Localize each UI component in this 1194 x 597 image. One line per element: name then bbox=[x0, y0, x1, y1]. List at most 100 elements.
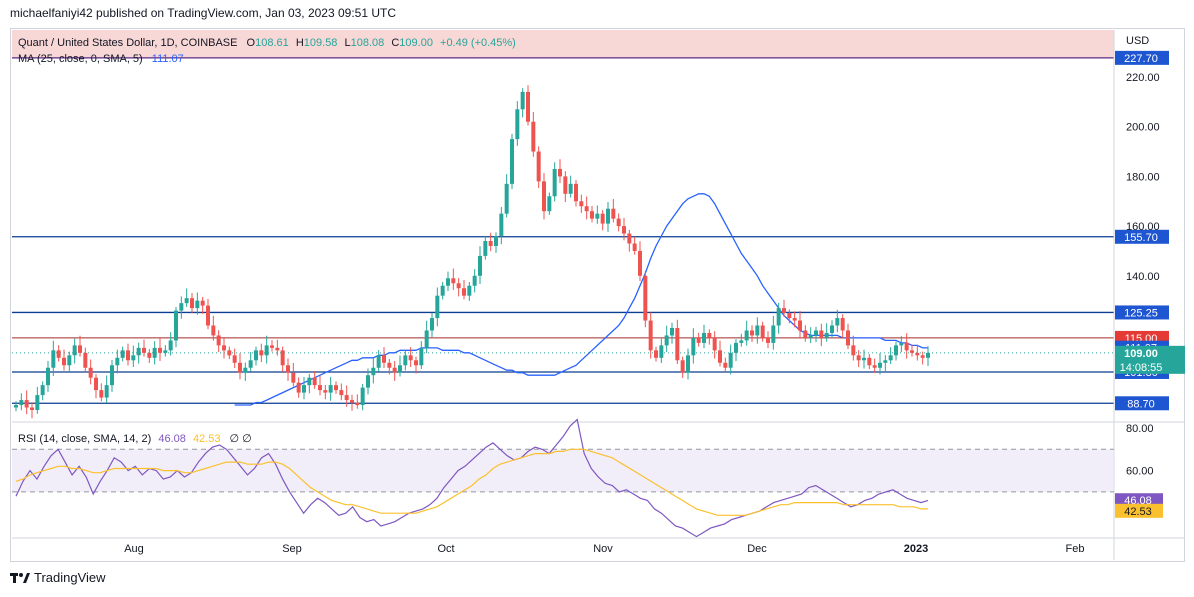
rsi-badge bbox=[1115, 493, 1163, 508]
candle-body bbox=[531, 121, 536, 152]
candle-body bbox=[638, 250, 642, 276]
svg-text:Quant / United States Dollar,: Quant / United States Dollar, 1D, COINBA… bbox=[18, 37, 516, 49]
candle-body bbox=[504, 183, 509, 214]
candle-body bbox=[88, 367, 93, 378]
candle-body bbox=[14, 405, 18, 408]
legend-symbol: Quant / United States Dollar, 1D, COINBA… bbox=[18, 37, 237, 49]
candle-body bbox=[366, 375, 370, 388]
candle-body bbox=[78, 345, 82, 353]
candle-body bbox=[280, 350, 285, 366]
candle-body bbox=[360, 387, 365, 406]
candle-body bbox=[558, 168, 562, 177]
candle-body bbox=[824, 332, 829, 338]
candle-body bbox=[707, 332, 712, 338]
tradingview-logo-icon bbox=[10, 572, 30, 583]
candle-body bbox=[126, 350, 130, 361]
candles bbox=[14, 85, 930, 419]
candle-body bbox=[163, 350, 168, 353]
candle-body bbox=[510, 139, 514, 184]
candle-body bbox=[819, 330, 824, 338]
candle-body bbox=[883, 360, 888, 363]
candle-body bbox=[851, 345, 856, 356]
candle-body bbox=[574, 183, 578, 202]
time-axis: Aug Sep Oct Nov Dec 2023 Feb bbox=[12, 537, 1185, 555]
candle-body bbox=[275, 347, 280, 351]
candle-body bbox=[760, 325, 765, 338]
candle-body bbox=[24, 400, 29, 408]
price-badge-label: 109.00 bbox=[1124, 348, 1158, 360]
candle-body bbox=[19, 400, 24, 406]
candle-body bbox=[766, 337, 770, 343]
resistance-zone bbox=[12, 30, 1114, 58]
candle-body bbox=[595, 213, 600, 219]
ma-legend-label: MA (25, close, 0, SMA, 5) bbox=[18, 53, 143, 65]
candle-body bbox=[584, 206, 589, 212]
candle-body bbox=[835, 318, 840, 326]
candle-body bbox=[179, 303, 184, 311]
candle-body bbox=[499, 213, 504, 237]
candle-body bbox=[328, 385, 333, 393]
candle-body bbox=[904, 342, 909, 351]
candle-body bbox=[83, 352, 88, 368]
candle-body bbox=[312, 377, 317, 386]
candle-body bbox=[339, 390, 344, 396]
tradingview-brand[interactable]: TradingView bbox=[10, 570, 106, 585]
candle-body bbox=[248, 360, 253, 368]
candle-body bbox=[734, 342, 738, 353]
candle-body bbox=[483, 241, 488, 256]
candle-body bbox=[659, 345, 664, 358]
candle-body bbox=[616, 218, 621, 227]
candle-body bbox=[355, 402, 360, 406]
level-badge-label: 155.70 bbox=[1124, 232, 1158, 244]
candle-body bbox=[755, 325, 760, 336]
candle-body bbox=[696, 337, 701, 343]
candle-body bbox=[286, 365, 290, 373]
candle-body bbox=[115, 357, 120, 366]
candle-body bbox=[62, 357, 66, 366]
candle-body bbox=[798, 320, 802, 331]
candle-body bbox=[520, 91, 525, 110]
candle-body bbox=[547, 196, 552, 212]
time-tick-label: Nov bbox=[593, 543, 613, 555]
candle-body bbox=[158, 347, 162, 353]
candle-body bbox=[712, 337, 717, 351]
rsi-legend-label: RSI (14, close, SMA, 14, 2) bbox=[18, 433, 151, 445]
price-tick-label: 140.00 bbox=[1126, 271, 1160, 283]
candle-body bbox=[632, 243, 637, 251]
candle-body bbox=[243, 367, 248, 373]
candle-body bbox=[216, 335, 221, 346]
candle-body bbox=[680, 360, 685, 373]
candle-body bbox=[296, 382, 301, 393]
candle-body bbox=[318, 385, 322, 391]
candle-body bbox=[915, 352, 920, 356]
candle-body bbox=[814, 330, 818, 336]
candle-body bbox=[264, 345, 269, 356]
candle-body bbox=[494, 236, 498, 246]
legend-open: 108.61 bbox=[255, 37, 289, 49]
candle-body bbox=[606, 208, 610, 224]
candle-body bbox=[392, 367, 397, 373]
candle-body bbox=[435, 295, 440, 319]
candle-body bbox=[718, 350, 722, 363]
candle-body bbox=[472, 275, 477, 286]
candle-body bbox=[440, 285, 445, 296]
candle-body bbox=[750, 330, 754, 336]
candle-body bbox=[462, 288, 466, 296]
candle-body bbox=[147, 352, 152, 358]
candle-body bbox=[808, 335, 813, 338]
rsi-legend-value: 46.08 bbox=[158, 433, 186, 445]
candle-body bbox=[744, 330, 749, 341]
level-badge-label: 227.70 bbox=[1124, 53, 1158, 65]
candle-body bbox=[654, 350, 658, 358]
candle-body bbox=[371, 367, 376, 376]
candle-body bbox=[792, 318, 797, 321]
moving-average bbox=[234, 193, 928, 406]
candle-body bbox=[104, 385, 109, 398]
candle-body bbox=[867, 357, 872, 366]
level-badge bbox=[1115, 229, 1169, 244]
candle-body bbox=[771, 325, 776, 343]
candle-body bbox=[302, 385, 306, 393]
svg-text:MA (25, close, 0, SMA, 5): MA (25, close, 0, SMA, 5) 111.07 bbox=[18, 53, 184, 65]
